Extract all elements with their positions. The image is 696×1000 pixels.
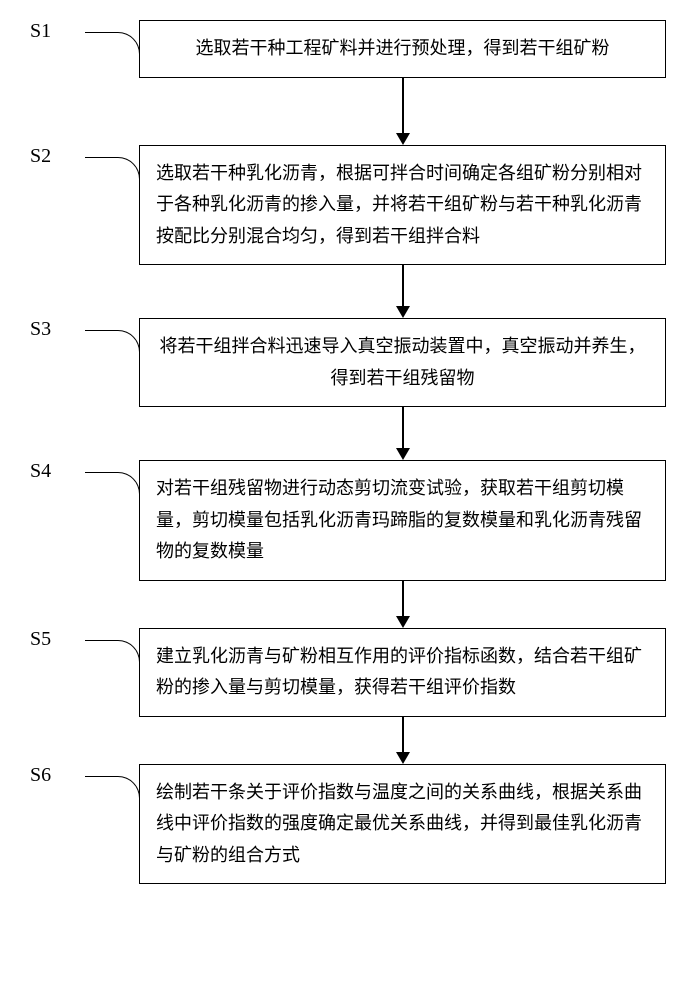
step-label-s3: S3 xyxy=(30,318,85,341)
step-box-s3: 将若干组拌合料迅速导入真空振动装置中，真空振动并养生，得到若干组残留物 xyxy=(139,318,666,407)
arrow-head-icon xyxy=(396,306,410,318)
step-s4: S4 对若干组残留物进行动态剪切流变试验，获取若干组剪切模量，剪切模量包括乳化沥… xyxy=(30,460,666,581)
arrow-s2-s3 xyxy=(138,265,668,318)
step-s2: S2 选取若干种乳化沥青，根据可拌合时间确定各组矿粉分别相对于各种乳化沥青的掺入… xyxy=(30,145,666,266)
arrow-line xyxy=(402,78,404,133)
step-s5: S5 建立乳化沥青与矿粉相互作用的评价指标函数，结合若干组矿粉的掺入量与剪切模量… xyxy=(30,628,666,717)
arrow-line xyxy=(402,581,404,616)
arrow-head-icon xyxy=(396,752,410,764)
label-connector xyxy=(85,640,140,665)
arrow-line xyxy=(402,407,404,448)
label-connector xyxy=(85,330,140,355)
label-connector xyxy=(85,157,140,182)
arrow-s4-s5 xyxy=(138,581,668,628)
arrow-line xyxy=(402,717,404,752)
step-text-s4: 对若干组残留物进行动态剪切流变试验，获取若干组剪切模量，剪切模量包括乳化沥青玛蹄… xyxy=(156,473,649,568)
step-text-s5: 建立乳化沥青与矿粉相互作用的评价指标函数，结合若干组矿粉的掺入量与剪切模量，获得… xyxy=(156,641,649,704)
arrow-head-icon xyxy=(396,448,410,460)
label-connector xyxy=(85,776,140,801)
step-s1: S1 选取若干种工程矿料并进行预处理，得到若干组矿粉 xyxy=(30,20,666,78)
step-label-s6: S6 xyxy=(30,764,85,787)
step-s6: S6 绘制若干条关于评价指数与温度之间的关系曲线，根据关系曲线中评价指数的强度确… xyxy=(30,764,666,885)
step-label-s1: S1 xyxy=(30,20,85,43)
step-box-s5: 建立乳化沥青与矿粉相互作用的评价指标函数，结合若干组矿粉的掺入量与剪切模量，获得… xyxy=(139,628,666,717)
arrow-head-icon xyxy=(396,133,410,145)
label-connector xyxy=(85,472,140,497)
step-box-s1: 选取若干种工程矿料并进行预处理，得到若干组矿粉 xyxy=(139,20,666,78)
arrow-s1-s2 xyxy=(138,78,668,145)
step-s3: S3 将若干组拌合料迅速导入真空振动装置中，真空振动并养生，得到若干组残留物 xyxy=(30,318,666,407)
step-label-s4: S4 xyxy=(30,460,85,483)
label-connector xyxy=(85,32,140,57)
arrow-s3-s4 xyxy=(138,407,668,460)
arrow-s5-s6 xyxy=(138,717,668,764)
step-box-s2: 选取若干种乳化沥青，根据可拌合时间确定各组矿粉分别相对于各种乳化沥青的掺入量，并… xyxy=(139,145,666,266)
arrow-line xyxy=(402,265,404,306)
step-text-s3: 将若干组拌合料迅速导入真空振动装置中，真空振动并养生，得到若干组残留物 xyxy=(156,331,649,394)
step-box-s6: 绘制若干条关于评价指数与温度之间的关系曲线，根据关系曲线中评价指数的强度确定最优… xyxy=(139,764,666,885)
step-text-s6: 绘制若干条关于评价指数与温度之间的关系曲线，根据关系曲线中评价指数的强度确定最优… xyxy=(156,777,649,872)
flowchart-container: S1 选取若干种工程矿料并进行预处理，得到若干组矿粉 S2 选取若干种乳化沥青，… xyxy=(30,20,666,884)
step-box-s4: 对若干组残留物进行动态剪切流变试验，获取若干组剪切模量，剪切模量包括乳化沥青玛蹄… xyxy=(139,460,666,581)
step-text-s1: 选取若干种工程矿料并进行预处理，得到若干组矿粉 xyxy=(156,33,649,65)
step-label-s2: S2 xyxy=(30,145,85,168)
arrow-head-icon xyxy=(396,616,410,628)
step-label-s5: S5 xyxy=(30,628,85,651)
step-text-s2: 选取若干种乳化沥青，根据可拌合时间确定各组矿粉分别相对于各种乳化沥青的掺入量，并… xyxy=(156,158,649,253)
